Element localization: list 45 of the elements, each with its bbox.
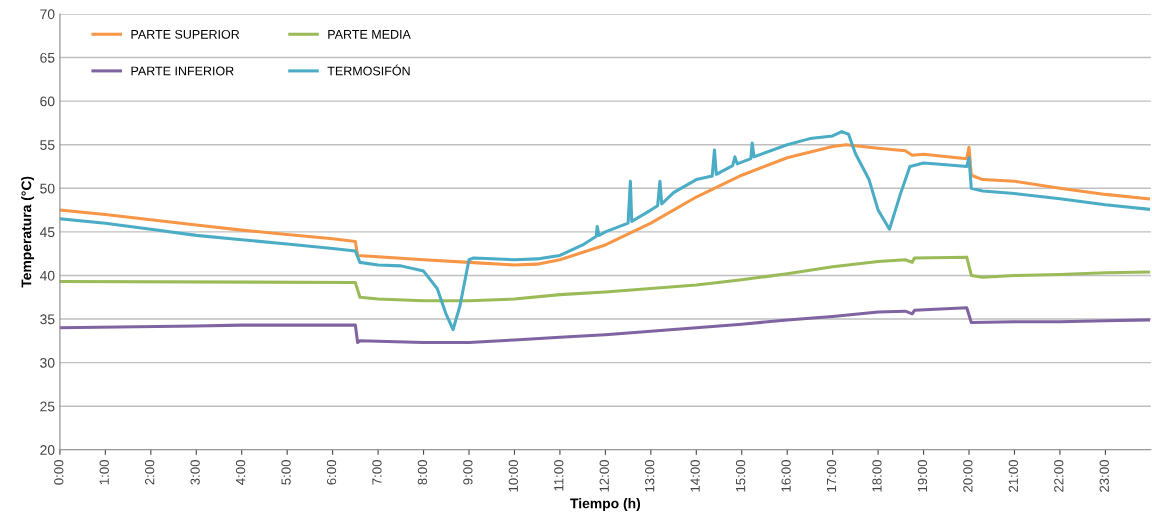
x-tick-label: 14:00: [690, 460, 700, 492]
x-tick-label: 10:00: [508, 460, 519, 492]
y-tick-label: 20: [40, 445, 55, 455]
x-tick-label: 15:00: [735, 460, 746, 492]
x-tick-label: 19:00: [917, 460, 928, 492]
x-tick-label: 18:00: [872, 460, 882, 492]
x-tick-label: 20:00: [963, 460, 973, 492]
legend-label: PARTE INFERIOR: [131, 66, 234, 76]
x-tick-label: 0:00: [54, 460, 64, 485]
x-tick-label: 23:00: [1099, 460, 1109, 492]
x-tick-label: 17:00: [826, 460, 837, 492]
legend-label: PARTE MEDIA: [328, 30, 411, 39]
y-tick-label: 70: [40, 9, 55, 20]
x-tick-label: 12:00: [599, 460, 609, 492]
x-tick-label: 5:00: [281, 460, 291, 485]
x-tick-label: 13:00: [645, 460, 655, 492]
line-series: [59, 306, 1151, 345]
x-tick-label: 8:00: [417, 460, 428, 485]
x-tick-label: 1:00: [99, 460, 109, 485]
x-tick-label: 16:00: [781, 460, 791, 492]
x-tick-label: 21:00: [1008, 460, 1019, 492]
y-tick-label: 50: [40, 183, 55, 194]
line-series: [59, 143, 1151, 267]
y-tick-label: 35: [40, 314, 55, 325]
y-tick-label: 65: [40, 52, 55, 63]
x-tick-label: 6:00: [326, 460, 337, 485]
y-axis-title: Temperatura (°C): [21, 176, 35, 288]
y-tick-label: 30: [40, 357, 55, 368]
legend-label: PARTE SUPERIOR: [131, 29, 240, 39]
x-axis-title: Tiempo (h): [570, 498, 641, 512]
y-tick-label: 60: [40, 96, 55, 107]
x-tick-label: 9:00: [463, 460, 473, 485]
y-tick-label: 45: [39, 227, 55, 238]
x-tick-label: 7:00: [372, 460, 382, 485]
y-tick-label: 55: [40, 140, 55, 150]
x-tick-label: 3:00: [190, 460, 200, 485]
x-tick-label: 4:00: [235, 460, 246, 485]
line-series: [59, 130, 1151, 332]
line-series: [59, 255, 1151, 303]
y-tick-label: 25: [40, 401, 55, 412]
y-tick-label: 40: [39, 270, 55, 281]
x-tick-label: 22:00: [1054, 460, 1064, 492]
legend-label: TERMOSIFÓN: [327, 64, 410, 76]
x-tick-label: 11:00: [554, 460, 564, 491]
x-tick-label: 2:00: [145, 460, 155, 485]
